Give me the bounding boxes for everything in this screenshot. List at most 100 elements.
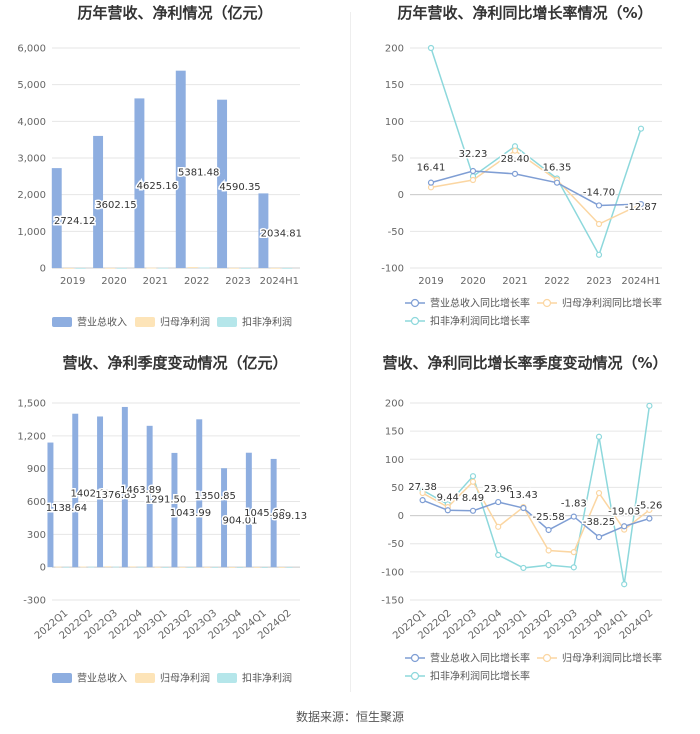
legend-label: 归母净利润 xyxy=(160,672,210,685)
data-point xyxy=(646,506,653,514)
data-label: 989.13 xyxy=(272,511,307,522)
data-label: 9.44 xyxy=(437,492,459,503)
data-point xyxy=(595,220,603,228)
bar xyxy=(63,566,70,568)
bar xyxy=(236,567,243,568)
data-label: 27.38 xyxy=(408,482,437,493)
data-label: 23.96 xyxy=(484,484,513,495)
bar xyxy=(105,267,115,269)
y-tick-label: 100 xyxy=(385,117,404,128)
bar xyxy=(270,458,277,568)
bar xyxy=(286,567,293,568)
data-label: 1402.13 xyxy=(71,488,112,499)
data-label: 2724.12 xyxy=(54,216,95,227)
data-label: 1043.99 xyxy=(170,508,211,519)
legend-marker xyxy=(410,316,420,326)
y-tick-label: -150 xyxy=(381,596,404,607)
chart-title: 营收、净利同比增长率季度变动情况（%） xyxy=(382,354,668,372)
y-tick-label: 6,000 xyxy=(17,44,46,55)
y-tick-label: 150 xyxy=(385,80,404,91)
y-tick-label: 50 xyxy=(391,154,404,165)
x-tick-label: 2020 xyxy=(460,276,485,287)
bar xyxy=(137,566,144,568)
y-tick-label: 1,200 xyxy=(17,431,46,442)
y-tick-label: 3,000 xyxy=(17,154,46,165)
chart-title: 营收、净利季度变动情况（亿元） xyxy=(62,354,288,372)
data-label: 1045.68 xyxy=(244,508,285,519)
bar xyxy=(116,267,127,269)
bar xyxy=(258,193,269,268)
x-tick-label: 2021 xyxy=(502,276,527,287)
bar xyxy=(129,566,136,568)
data-point xyxy=(495,551,502,559)
legend-label: 营业总收入同比增长率 xyxy=(430,297,530,310)
chart-title: 历年营收、净利情况（亿元） xyxy=(77,4,273,22)
bar xyxy=(270,267,281,269)
bar xyxy=(187,267,198,268)
legend-swatch xyxy=(135,317,155,327)
bar xyxy=(171,452,178,568)
data-point xyxy=(621,523,628,530)
bar xyxy=(47,442,54,568)
data-point xyxy=(570,549,577,556)
data-point xyxy=(570,513,577,520)
legend-label: 营业总收入同比增长率 xyxy=(430,652,530,665)
data-label: 28.40 xyxy=(501,154,530,165)
data-point xyxy=(469,478,477,485)
y-tick-label: 0 xyxy=(398,511,404,522)
y-tick-label: 4,000 xyxy=(17,117,46,128)
y-tick-label: 2,000 xyxy=(17,190,46,201)
panel-divider xyxy=(350,12,351,692)
data-point xyxy=(646,402,653,409)
y-tick-label: 0 xyxy=(398,190,404,201)
data-label: 1463.89 xyxy=(120,485,161,496)
data-label: 16.41 xyxy=(417,163,446,174)
data-point xyxy=(595,251,603,258)
data-point xyxy=(469,473,477,480)
bar xyxy=(154,566,161,568)
y-tick-label: 1,000 xyxy=(17,227,46,238)
legend-label: 扣非净利润 xyxy=(242,672,292,685)
legend-label: 归母净利润同比增长率 xyxy=(562,297,662,310)
data-point xyxy=(595,489,603,497)
bar xyxy=(134,98,145,268)
bar xyxy=(229,567,235,568)
bar xyxy=(282,267,293,269)
data-label: 1138.64 xyxy=(46,503,87,514)
data-point xyxy=(495,498,502,506)
bar xyxy=(179,566,186,568)
legend-marker xyxy=(542,298,552,308)
bar xyxy=(105,566,111,568)
y-tick-label: 300 xyxy=(27,530,46,541)
legend-swatch xyxy=(52,317,72,327)
y-tick-label: 200 xyxy=(385,399,404,410)
y-tick-label: -300 xyxy=(23,596,46,607)
data-point xyxy=(511,170,519,177)
data-point xyxy=(469,176,477,184)
legend-marker xyxy=(542,653,552,663)
data-source: 数据来源：恒生聚源 xyxy=(295,710,404,724)
quarterly-amounts-chart: -30003006009001,2001,5002022Q12022Q22022… xyxy=(17,399,308,685)
x-tick-label: 2024H1 xyxy=(260,276,299,287)
data-point xyxy=(520,504,527,512)
annual-growth-panel: 历年营收、净利同比增长率情况（%） -100 -50 0 50 100 150 200 201… xyxy=(350,0,700,350)
data-label: 1376.83 xyxy=(95,490,136,501)
data-point xyxy=(646,515,653,522)
bar xyxy=(121,406,128,568)
data-label: 5381.48 xyxy=(178,167,219,178)
y-tick-label: 0 xyxy=(40,264,46,275)
legend-label: 营业总收入 xyxy=(77,672,127,685)
y-tick-label: 1,500 xyxy=(17,399,46,410)
data-point xyxy=(545,526,552,534)
x-tick-label: 2021 xyxy=(143,276,168,287)
bar xyxy=(261,567,268,568)
legend-marker xyxy=(410,298,420,308)
legend-label: 归母净利润同比增长率 xyxy=(562,652,662,665)
bar xyxy=(229,267,239,269)
bar xyxy=(158,267,169,269)
x-tick-label: 2024H1 xyxy=(621,276,660,287)
data-point xyxy=(419,497,426,504)
y-tick-label: -50 xyxy=(388,539,404,550)
data-label: 8.49 xyxy=(462,493,484,504)
bar xyxy=(199,267,210,269)
